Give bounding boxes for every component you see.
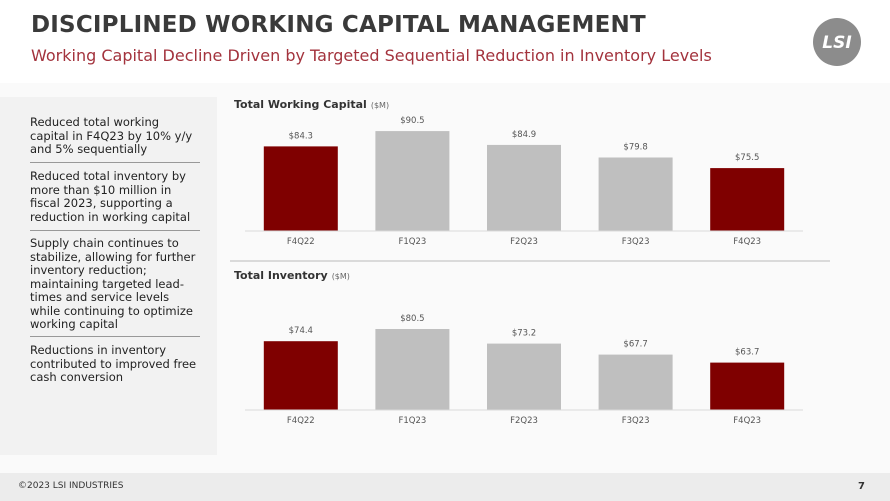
header-band [0,0,890,83]
chart-title: Total Inventory ($M) [234,269,350,282]
page-number: 7 [858,481,865,492]
x-tick-label: F3Q23 [622,416,650,426]
bar [487,144,561,231]
x-tick-label: F2Q23 [510,237,538,247]
value-label: $84.9 [512,130,536,140]
value-label: $63.7 [735,348,759,358]
bullet: Supply chain continues to stabilize, all… [30,236,196,331]
bar [710,168,785,231]
bar [263,341,338,410]
x-tick-label: F4Q22 [287,416,315,426]
bullet: Reductions in inventory contributed to i… [30,343,197,384]
bullet: Reduced total inventory by more than $10… [30,169,191,224]
bar [487,343,561,410]
bar [375,329,450,410]
value-label: $90.5 [400,116,424,126]
logo-text: LSI [822,33,851,53]
bar [598,157,673,231]
bullet-panel: Reduced total working capital in F4Q23 b… [0,97,217,455]
chart-title-text: Total Inventory [234,269,328,282]
x-tick-label: F1Q23 [398,416,426,426]
value-label: $67.7 [623,340,647,350]
value-label: $75.5 [735,153,759,163]
logo: LSI [813,18,861,66]
x-tick-label: F2Q23 [510,416,538,426]
separator [30,336,200,337]
separator [30,162,200,163]
value-label: $73.2 [512,329,536,339]
value-label: $80.5 [400,314,424,324]
chart-title-text: Total Working Capital [234,98,367,111]
bar [263,146,338,231]
bar [710,362,785,410]
bar [598,354,673,410]
bar [375,131,450,231]
bullet: Reduced total working capital in F4Q23 b… [30,115,193,156]
slide-subtitle: Working Capital Decline Driven by Target… [31,46,712,65]
x-tick-label: F4Q22 [287,237,315,247]
chart-unit: ($M) [371,101,389,110]
copyright: ©2023 LSI INDUSTRIES [18,481,124,491]
slide-title: DISCIPLINED WORKING CAPITAL MANAGEMENT [31,12,646,38]
separator [30,230,200,231]
x-tick-label: F3Q23 [622,237,650,247]
x-tick-label: F4Q23 [733,416,761,426]
value-label: $84.3 [289,131,313,141]
value-label: $79.8 [623,142,647,152]
chart-title: Total Working Capital ($M) [234,98,389,111]
x-tick-label: F4Q23 [733,237,761,247]
value-label: $74.4 [289,326,313,336]
logo-circle [813,18,861,66]
chart-unit: ($M) [332,272,350,281]
charts: Total Working Capital ($M) $84.3 F4Q22 $90.5… [230,98,830,426]
x-tick-label: F1Q23 [398,237,426,247]
footer-band [0,473,890,501]
